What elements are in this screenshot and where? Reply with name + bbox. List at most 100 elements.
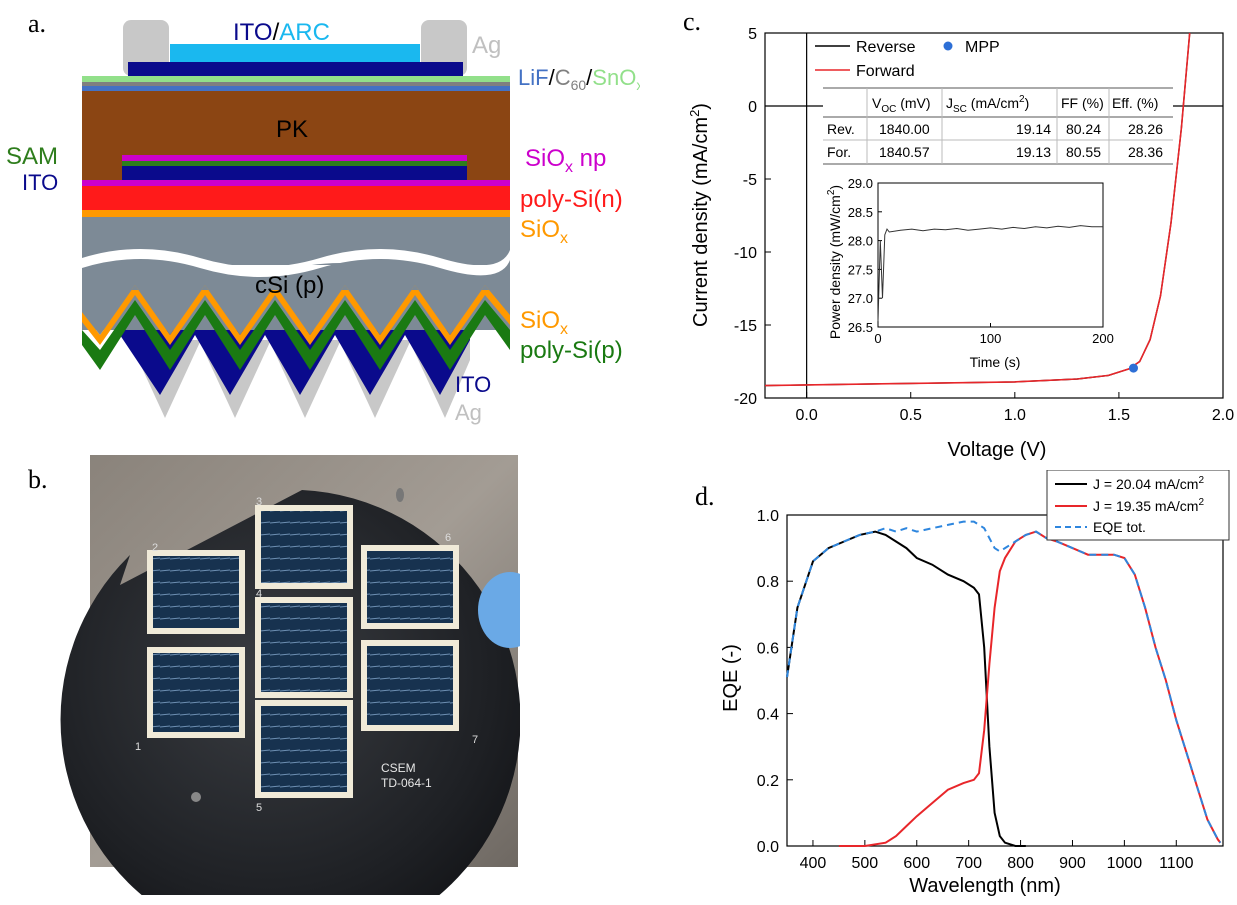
label-poly-si-p: poly-Si(p) <box>520 337 623 364</box>
inset-frame <box>877 182 1104 328</box>
plot-frame <box>764 32 1224 399</box>
panel-b-wafer-photo: b. 1 2 3 4 5 6 7 CSEM TD-064-1 <box>28 455 520 895</box>
series-line-red <box>838 530 1222 847</box>
sam-strip <box>122 161 467 166</box>
solar-cells <box>147 505 459 798</box>
y-tick-label: 0 <box>748 99 757 116</box>
wafer-mark <box>396 488 404 502</box>
cell-number: 5 <box>256 802 262 814</box>
inset-x-tick-label: 200 <box>1092 331 1114 346</box>
solar-cell <box>147 647 245 738</box>
cell-number: 3 <box>256 496 262 508</box>
ito-interlayer <box>122 166 467 180</box>
table-cell: 19.13 <box>1016 144 1051 160</box>
x-tick-label: 400 <box>800 855 827 872</box>
y-tick-label: 1.0 <box>757 508 779 525</box>
table-cell: 1840.00 <box>879 121 930 137</box>
c60-layer <box>82 82 510 86</box>
poly-si-n-layer <box>82 186 510 210</box>
x-tick-label: 1100 <box>1159 855 1194 872</box>
y-tick-label: -15 <box>734 318 757 335</box>
label-siox-np: SiOx np <box>525 145 606 176</box>
solar-cell <box>147 550 245 634</box>
siox-np-side-strip <box>82 180 510 186</box>
x-tick-label: 500 <box>852 855 879 872</box>
label-poly-si-n: poly-Si(n) <box>520 186 623 213</box>
mpp-point <box>1128 363 1138 373</box>
ito-top-layer <box>128 62 463 76</box>
x-tick-label: 0.5 <box>900 407 922 424</box>
solar-cell <box>361 545 459 629</box>
plot-frame <box>786 514 1224 847</box>
siox-front-layer <box>82 210 510 217</box>
inset-y-tick-label: 28.5 <box>848 205 873 220</box>
legend: J = 20.04 mA/cm2 J = 19.35 mA/cm2 EQE to… <box>1046 470 1230 541</box>
panel-b-letter: b. <box>28 465 48 494</box>
label-csi: cSi (p) <box>255 272 324 299</box>
solar-cell <box>255 700 353 798</box>
cell-number: 6 <box>445 532 451 544</box>
solar-cell <box>361 640 459 731</box>
legend-label-forward: Forward <box>856 63 915 80</box>
y-tick-label: 5 <box>748 26 757 43</box>
label-ag-top: Ag <box>472 32 501 59</box>
label-lif-c60-sno: LiF/C60/SnOx <box>518 65 640 93</box>
panel-c-letter: c. <box>683 7 701 36</box>
x-tick-label: 1000 <box>1107 855 1143 872</box>
x-tick-label: 800 <box>1007 855 1034 872</box>
label-ito-left: ITO <box>22 170 58 195</box>
x-tick-label: 1.5 <box>1108 407 1130 424</box>
x-tick-label: 0.0 <box>796 407 818 424</box>
y-tick-label: -20 <box>734 391 757 408</box>
cell-number: 1 <box>135 741 141 753</box>
inset-y-tick-label: 29.0 <box>848 176 873 191</box>
poly-si-p-layer <box>82 300 510 370</box>
solar-cell <box>255 597 353 698</box>
label-sam: SAM <box>6 143 58 170</box>
panel-d-letter: d. <box>695 482 715 511</box>
panel-d-eqe-chart: d. EQE (-) Wavelength (nm) 400 500 600 700 8… <box>695 470 1230 897</box>
inset-y-axis-label: Power density (mW/cm2) <box>826 185 843 339</box>
inset-power-line <box>877 225 1103 322</box>
panel-a-letter: a. <box>28 9 46 38</box>
table-cell: 28.26 <box>1128 121 1163 137</box>
panel-a-device-stack: a. ITO/ARC Ag LiF/C60/SnOx SAM ITO PK Si… <box>6 9 640 425</box>
inset-x-tick-label: 0 <box>874 331 881 346</box>
table-bg <box>823 88 1173 164</box>
cell-number: 2 <box>152 542 158 554</box>
arc-layer <box>170 44 420 62</box>
panel-c-jv-chart: c. Current density (mA/cm2) Voltage (V) … <box>683 7 1234 461</box>
legend: Reverse Forward MPP <box>815 39 1000 80</box>
lif-layer <box>82 86 510 91</box>
y-tick-label: 0.6 <box>757 640 779 657</box>
glove <box>478 572 520 648</box>
label-siox-rear: SiOx <box>520 307 568 338</box>
y-tick-label: -5 <box>743 172 757 189</box>
legend-label-reverse: Reverse <box>856 39 916 56</box>
inset-y-tick-label: 28.0 <box>848 234 873 249</box>
y-axis-label: EQE (-) <box>720 644 742 712</box>
siox-np-layer <box>122 155 467 161</box>
legend-label-mpp: MPP <box>965 39 1000 56</box>
inset-y-tick-label: 27.0 <box>848 291 873 306</box>
legend-label-black: J = 20.04 mA/cm2 <box>1093 475 1204 492</box>
y-tick-label: 0.0 <box>757 839 779 856</box>
table-cell: Rev. <box>827 121 855 137</box>
legend-marker-mpp <box>943 41 953 51</box>
table-cell: 80.24 <box>1066 121 1101 137</box>
inset-x-tick-label: 100 <box>980 331 1002 346</box>
wafer-label-line2: TD-064-1 <box>381 776 432 790</box>
label-pk: PK <box>276 116 308 143</box>
series-line-blue-dashed <box>786 520 1222 844</box>
y-tick-label: 0.8 <box>757 574 779 591</box>
table-cell: 19.14 <box>1016 121 1051 137</box>
sno-layer <box>82 76 510 82</box>
solar-cell <box>255 505 353 589</box>
x-tick-label: 700 <box>955 855 982 872</box>
legend-label-blue: EQE tot. <box>1093 519 1146 535</box>
inset-y-tick-label: 27.5 <box>848 262 873 277</box>
x-axis-label: Voltage (V) <box>948 439 1047 461</box>
ito-rear-layer <box>120 330 470 395</box>
legend-label-red: J = 19.35 mA/cm2 <box>1093 497 1204 514</box>
table-cell: For. <box>827 144 851 160</box>
